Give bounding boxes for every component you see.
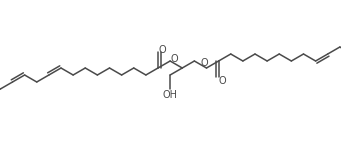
Text: O: O xyxy=(219,76,226,86)
Text: O: O xyxy=(201,58,208,68)
Text: O: O xyxy=(170,54,178,64)
Text: O: O xyxy=(158,45,166,55)
Text: OH: OH xyxy=(163,90,178,100)
